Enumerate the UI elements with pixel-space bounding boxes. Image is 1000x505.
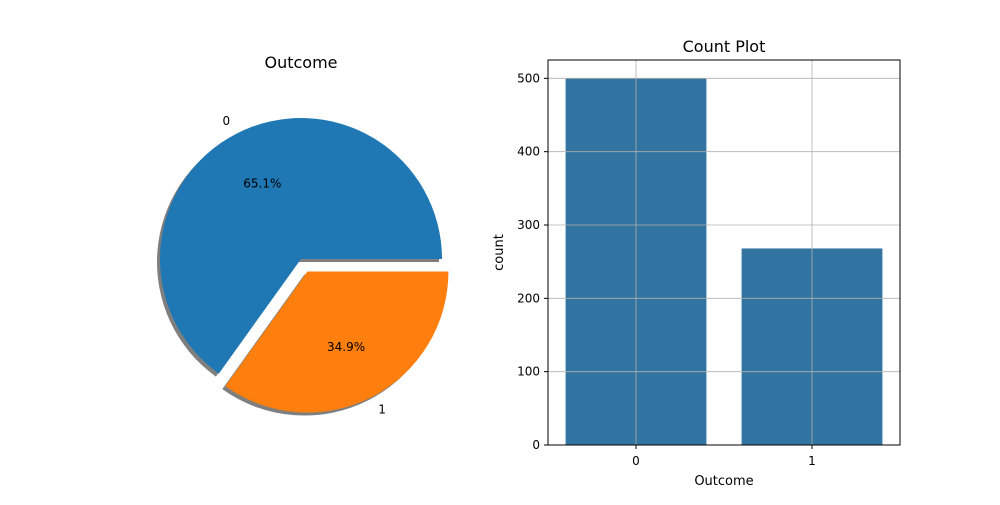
bar-bars [565,78,883,445]
pie-label-1: 1 [378,403,386,417]
bar-y-tick-label-0: 0 [532,438,540,452]
bar-y-tick-label-400: 400 [517,145,540,159]
pie-percent-1: 34.9% [327,340,365,354]
pie-chart: Outcome 0 65.1% 1 34.9% [156,53,449,417]
pie-slices [159,118,449,413]
bar-x-tick-label-1: 1 [808,454,816,468]
bar-x-axis-label: Outcome [694,474,753,489]
bar-x-tick-label-0: 0 [632,454,640,468]
pie-percent-0: 65.1% [243,177,281,191]
bar-y-ticks: 0 100 200 300 400 500 [517,71,548,452]
pie-label-0: 0 [223,114,231,128]
bar-plot-frame [547,59,901,446]
pie-slice-0 [159,118,442,374]
pie-labels: 0 65.1% 1 34.9% [223,114,386,416]
bar-y-tick-label-500: 500 [517,71,540,85]
bar-title: Count Plot [683,37,766,56]
bar-y-axis-label: count [492,234,507,271]
bar-y-tick-label-200: 200 [517,291,540,305]
pie-title: Outcome [264,53,337,72]
bar-y-tick-label-100: 100 [517,365,540,379]
bar-y-tick-label-300: 300 [517,218,540,232]
pie-slice-1 [225,271,449,413]
